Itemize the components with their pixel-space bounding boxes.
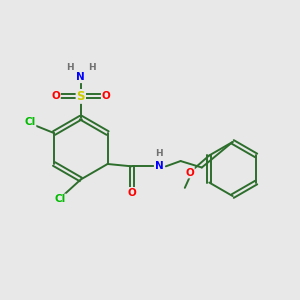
Text: Cl: Cl [24, 117, 35, 127]
Text: H: H [155, 149, 163, 158]
Text: N: N [155, 161, 164, 171]
Text: H: H [88, 63, 96, 72]
Text: N: N [76, 72, 85, 82]
Text: O: O [51, 92, 60, 101]
Text: O: O [185, 167, 194, 178]
Text: O: O [102, 92, 110, 101]
Text: S: S [76, 90, 85, 103]
Text: Cl: Cl [55, 194, 66, 205]
Text: O: O [127, 188, 136, 198]
Text: H: H [66, 63, 74, 72]
